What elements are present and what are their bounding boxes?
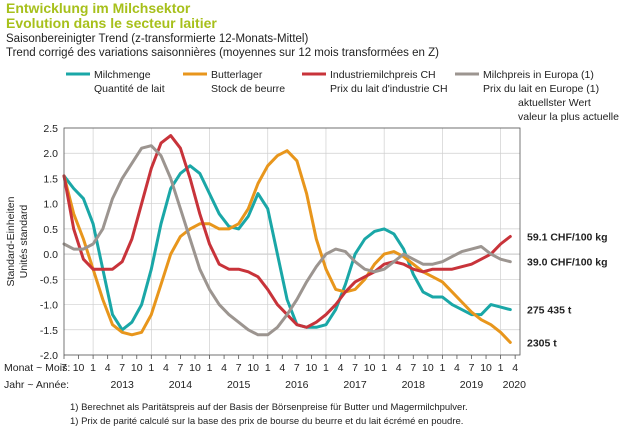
y-tick-label: 0.5 [43,224,58,236]
x-month-tick-label: 7 [352,362,358,374]
y-axis-label-fr: Unités standard [18,205,30,279]
current-value-header-de: aktuellster Wert [518,97,591,109]
y-tick-label: 2.5 [43,123,58,135]
plot-frame [63,127,521,356]
x-year-tick-label: 2015 [227,379,251,391]
x-month-tick-label: 4 [512,362,518,374]
y-tick-label: 1.0 [43,199,58,211]
x-month-tick-label: 7 [236,362,242,374]
x-month-tick-label: 4 [396,362,402,374]
x-month-tick-label: 4 [163,362,169,374]
x-month-tick-label: 7 [469,362,475,374]
x-month-tick-label: 1 [439,362,445,374]
x-month-tick-label: 4 [338,362,344,374]
legend-label-1-fr: Quantité de lait [94,83,165,95]
x-year-tick-label: 2020 [503,379,527,391]
x-month-tick-label: 1 [148,362,154,374]
chart-title-fr: Evolution dans le secteur laitier [6,15,217,31]
current-value-label-2: 2305 t [527,337,557,349]
legend-label-4-fr: Prix du lait en Europe (1) [483,83,599,95]
x-month-tick-label: 10 [189,362,201,374]
y-tick-label: -2.0 [40,350,58,362]
legend: Milchmenge Quantité de lait Butterlager Sto… [66,69,599,95]
x-month-tick-label: 7 [61,362,67,374]
x-month-tick-label: 1 [207,362,213,374]
chart-title-de: Entwicklung im Milchsektor [6,0,191,16]
x-month-tick-label: 1 [90,362,96,374]
y-tick-label: 1.5 [43,173,58,185]
current-value-label-4: 39.0 CHF/100 kg [527,257,608,269]
x-month-tick-label: 4 [221,362,227,374]
x-month-tick-label: 4 [454,362,460,374]
legend-label-2-fr: Stock de beurre [211,83,285,95]
x-month-tick-label: 7 [410,362,416,374]
series-line-2 [62,149,512,344]
x-year-tick-label: 2018 [402,379,426,391]
x-month-tick-label: 4 [279,362,285,374]
x-month-tick-label: 7 [294,362,300,374]
legend-label-4-de: Milchpreis in Europa (1) [483,69,594,81]
y-axis-label-de: Standard-Einheiten [5,196,17,286]
y-tick-label: -1.0 [40,300,58,312]
x-month-tick-label: 1 [323,362,329,374]
x-caption-year: Jahr ~ Année: [4,379,69,391]
x-year-tick-label: 2017 [343,379,367,391]
y-tick-label: 0.0 [43,249,58,261]
series-line-4 [62,144,512,337]
footnote-de: 1) Berechnet als Paritätspreis auf der B… [70,402,468,413]
series-lines [62,134,512,344]
x-caption-month: Monat ~ Mois: [4,362,70,374]
current-value-header-fr: valeur la plus actuelle [518,111,619,123]
milk-sector-line-chart: Milchmenge Quantité de lait Butterlager Sto… [4,69,619,391]
legend-label-2-de: Butterlager [211,69,263,81]
x-month-tick-label: 1 [381,362,387,374]
x-month-tick-label: 10 [131,362,143,374]
x-year-tick-label: 2014 [169,379,193,391]
x-year-tick-label: 2013 [111,379,135,391]
legend-label-3-de: Industriemilchpreis CH [330,69,436,81]
axes: 2.52.01.51.00.50.0-0.5-1.0-1.5-2.07 10 1 4 7… [4,123,526,391]
x-month-tick-label: 4 [105,362,111,374]
x-month-tick-label: 7 [119,362,125,374]
chart-subtitle-fr: Trend corrigé des variations saisonnière… [6,47,439,59]
x-month-tick-label: 10 [422,362,434,374]
x-month-tick-label: 10 [73,362,85,374]
y-tick-label: -0.5 [40,274,58,286]
x-month-tick-label: 10 [480,362,492,374]
current-value-label-1: 275 435 t [527,305,572,317]
footnote-fr: 1) Prix de parité calculé sur la base de… [70,416,464,427]
y-tick-label: 2.0 [43,148,58,160]
x-month-tick-label: 1 [498,362,504,374]
chart-subtitle-de: Saisonbereinigter Trend (z-transformiert… [6,33,309,45]
series-line-1 [62,164,512,332]
x-month-tick-label: 10 [247,362,259,374]
y-tick-label: -1.5 [40,325,58,337]
x-year-tick-label: 2019 [460,379,484,391]
x-month-tick-label: 10 [306,362,318,374]
x-month-tick-label: 7 [178,362,184,374]
x-month-tick-label: 1 [265,362,271,374]
x-year-tick-label: 2016 [285,379,309,391]
legend-label-1-de: Milchmenge [94,69,151,81]
x-month-tick-label: 10 [364,362,376,374]
legend-label-3-fr: Prix du lait d'industrie CH [330,83,448,95]
current-value-label-3: 59.1 CHF/100 kg [527,231,608,243]
current-value-labels: aktuellster Wert valeur la plus actuelle 5… [518,97,619,349]
